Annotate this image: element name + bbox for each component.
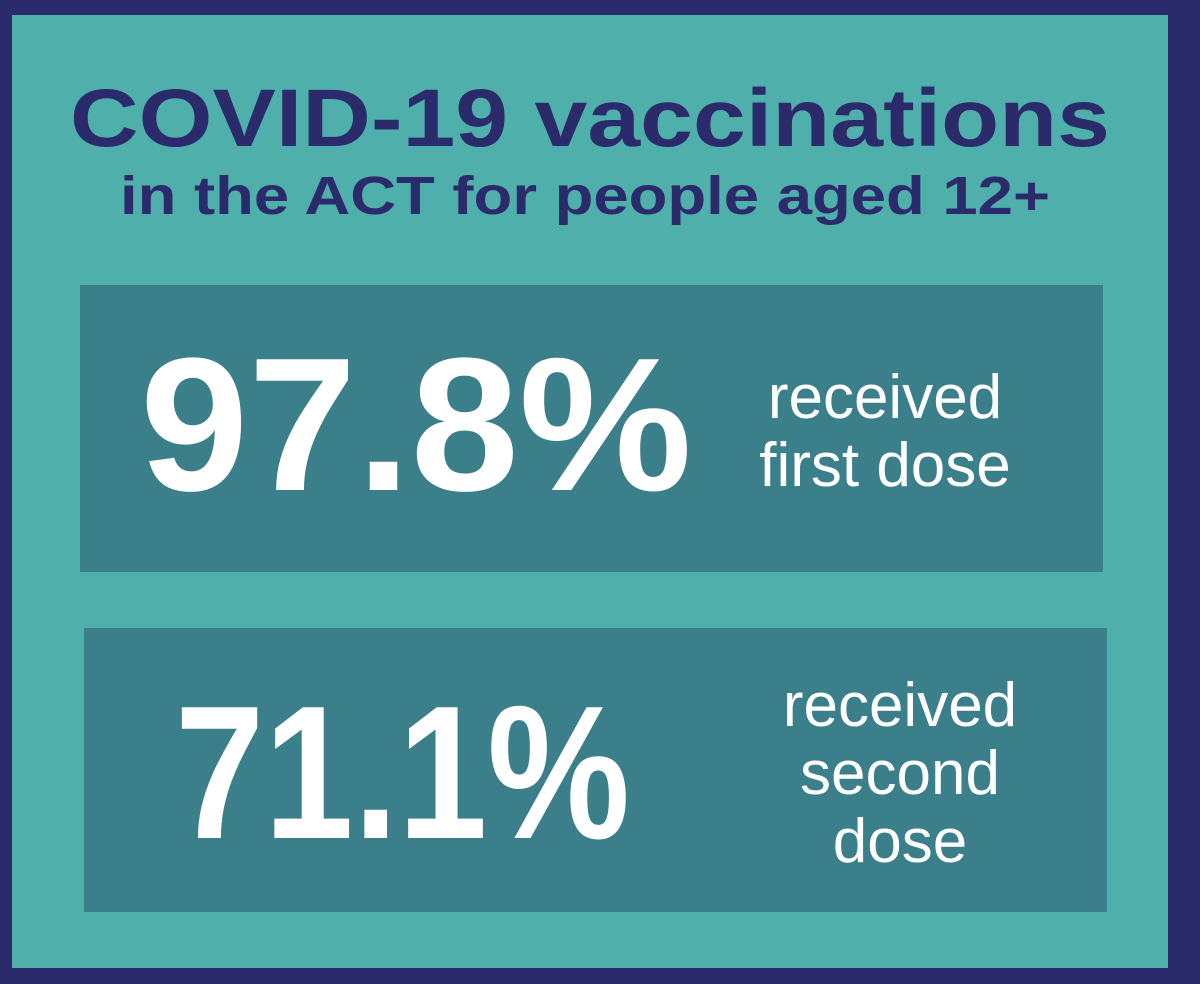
stat-value: 71.1% [175, 667, 630, 879]
stat-box [84, 628, 1107, 912]
stat-label: dose [833, 807, 967, 876]
stat-label: received [783, 671, 1017, 740]
subtitle: in the ACT for people aged 12+ [120, 166, 1050, 226]
stat-label: second [800, 739, 1000, 808]
stat-value: 97.8% [140, 319, 692, 531]
stat-label: received [768, 363, 1002, 432]
title: COVID-19 vaccinations [70, 73, 1110, 164]
stat-label: first dose [759, 431, 1011, 500]
stat-box [80, 285, 1103, 572]
